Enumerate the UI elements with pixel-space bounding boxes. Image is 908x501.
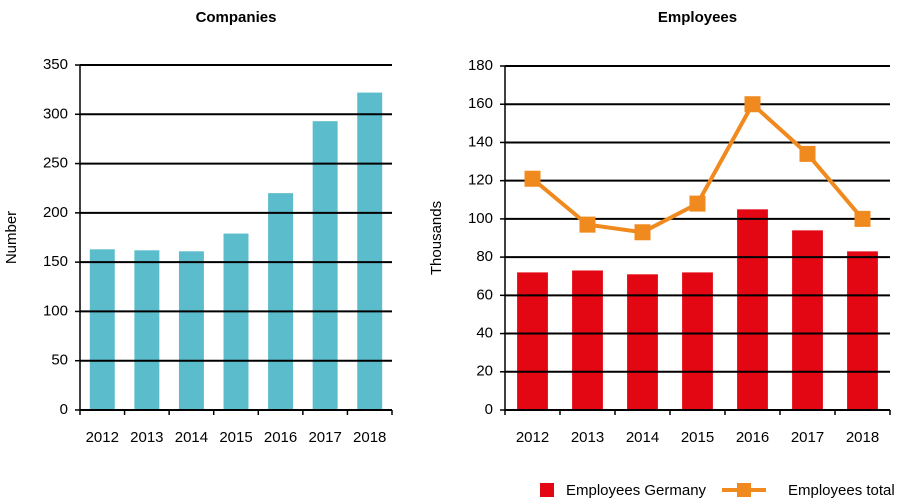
chart-title: Employees xyxy=(658,9,737,26)
y-tick-label: 50 xyxy=(51,352,68,369)
x-tick-label: 2013 xyxy=(571,429,604,446)
marker xyxy=(854,210,871,227)
y-tick-label: 120 xyxy=(468,172,493,189)
y-tick-label: 350 xyxy=(43,56,68,73)
bar xyxy=(572,270,603,410)
bar xyxy=(517,272,548,410)
marker xyxy=(744,96,761,113)
x-tick-label: 2018 xyxy=(353,429,386,446)
y-axis-label: Thousands xyxy=(428,201,445,275)
legend-label: Employees Germany xyxy=(566,482,707,499)
marker xyxy=(524,170,541,187)
legend-swatch xyxy=(737,483,751,497)
y-axis-label: Number xyxy=(3,211,20,264)
bar xyxy=(627,274,658,410)
bar xyxy=(178,251,204,410)
marker xyxy=(634,224,651,241)
marker xyxy=(689,195,706,212)
bar xyxy=(847,251,878,410)
bar xyxy=(223,233,249,410)
y-tick-label: 100 xyxy=(468,210,493,227)
legend-label: Employees total xyxy=(788,482,895,499)
x-tick-label: 2012 xyxy=(86,429,119,446)
x-tick-label: 2018 xyxy=(846,429,879,446)
bar xyxy=(682,272,713,410)
y-tick-label: 0 xyxy=(485,401,493,418)
bar xyxy=(312,121,338,410)
y-tick-label: 200 xyxy=(43,204,68,221)
x-tick-label: 2015 xyxy=(219,429,252,446)
x-tick-label: 2017 xyxy=(791,429,824,446)
x-tick-label: 2013 xyxy=(130,429,163,446)
bar xyxy=(357,92,383,410)
y-tick-label: 180 xyxy=(468,57,493,74)
y-tick-label: 60 xyxy=(476,286,493,303)
y-tick-label: 300 xyxy=(43,105,68,122)
y-tick-label: 250 xyxy=(43,155,68,172)
legend-swatch xyxy=(540,483,554,497)
y-tick-label: 160 xyxy=(468,95,493,112)
chart-title: Companies xyxy=(196,9,277,26)
y-tick-label: 80 xyxy=(476,248,493,265)
bar xyxy=(792,230,823,410)
x-tick-label: 2015 xyxy=(681,429,714,446)
x-tick-label: 2016 xyxy=(264,429,297,446)
y-tick-label: 100 xyxy=(43,302,68,319)
y-tick-label: 40 xyxy=(476,325,493,342)
bar xyxy=(737,209,768,410)
y-tick-label: 0 xyxy=(60,401,68,418)
x-tick-label: 2014 xyxy=(175,429,208,446)
x-tick-label: 2014 xyxy=(626,429,659,446)
bar xyxy=(134,250,160,410)
bar xyxy=(89,249,115,410)
x-tick-label: 2017 xyxy=(308,429,341,446)
y-tick-label: 150 xyxy=(43,253,68,270)
line xyxy=(531,101,865,235)
marker xyxy=(799,145,816,162)
bar xyxy=(268,193,294,410)
y-tick-label: 20 xyxy=(476,363,493,380)
marker xyxy=(579,216,596,233)
x-tick-label: 2016 xyxy=(736,429,769,446)
y-tick-label: 140 xyxy=(468,133,493,150)
x-tick-label: 2012 xyxy=(516,429,549,446)
